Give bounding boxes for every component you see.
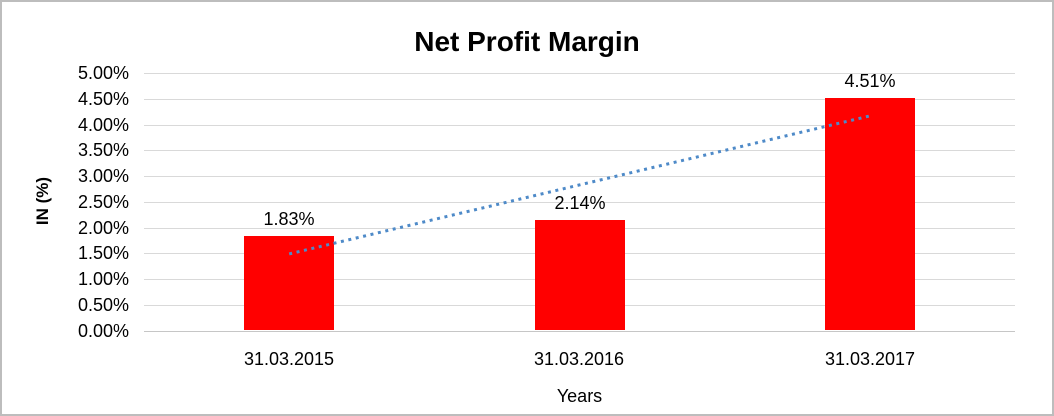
gridline bbox=[144, 202, 1015, 203]
x-axis-title: Years bbox=[556, 386, 603, 406]
y-tick-label: 0.50% bbox=[77, 295, 129, 315]
y-tick-label: 3.50% bbox=[77, 140, 129, 160]
bar-value-label: 4.51% bbox=[844, 71, 896, 91]
y-tick-label: 4.00% bbox=[77, 115, 129, 135]
plot-area: 1.83% 2.14% 4.51% bbox=[144, 71, 1015, 332]
y-tick-label: 0.00% bbox=[77, 321, 129, 341]
y-tick-label: 4.50% bbox=[77, 89, 129, 109]
y-tick-label: 2.50% bbox=[77, 192, 129, 212]
bar bbox=[825, 98, 915, 330]
chart-title: Net Profit Margin bbox=[414, 26, 640, 57]
x-category-label: 31.03.2015 bbox=[243, 349, 335, 369]
y-tick-label: 2.00% bbox=[77, 218, 129, 238]
y-tick-label: 1.50% bbox=[77, 243, 129, 263]
x-category-label: 31.03.2016 bbox=[533, 349, 625, 369]
trendline bbox=[288, 114, 871, 256]
y-tick-label: 3.00% bbox=[77, 166, 129, 186]
gridline bbox=[144, 150, 1015, 151]
gridline bbox=[144, 125, 1015, 126]
bar-value-label: 2.14% bbox=[554, 193, 606, 213]
y-tick-label: 5.00% bbox=[77, 63, 129, 83]
y-tick-label: 1.00% bbox=[77, 269, 129, 289]
gridline bbox=[144, 99, 1015, 100]
x-axis-category-labels: 31.03.2015 31.03.2016 31.03.2017 bbox=[144, 349, 1015, 373]
x-axis-line bbox=[144, 331, 1015, 332]
gridline bbox=[144, 176, 1015, 177]
x-category-label: 31.03.2017 bbox=[824, 349, 916, 369]
trendline-segment bbox=[288, 114, 871, 256]
bar bbox=[535, 220, 625, 330]
gridline bbox=[144, 73, 1015, 74]
bar-value-label: 1.83% bbox=[263, 209, 315, 229]
bar bbox=[244, 236, 334, 330]
